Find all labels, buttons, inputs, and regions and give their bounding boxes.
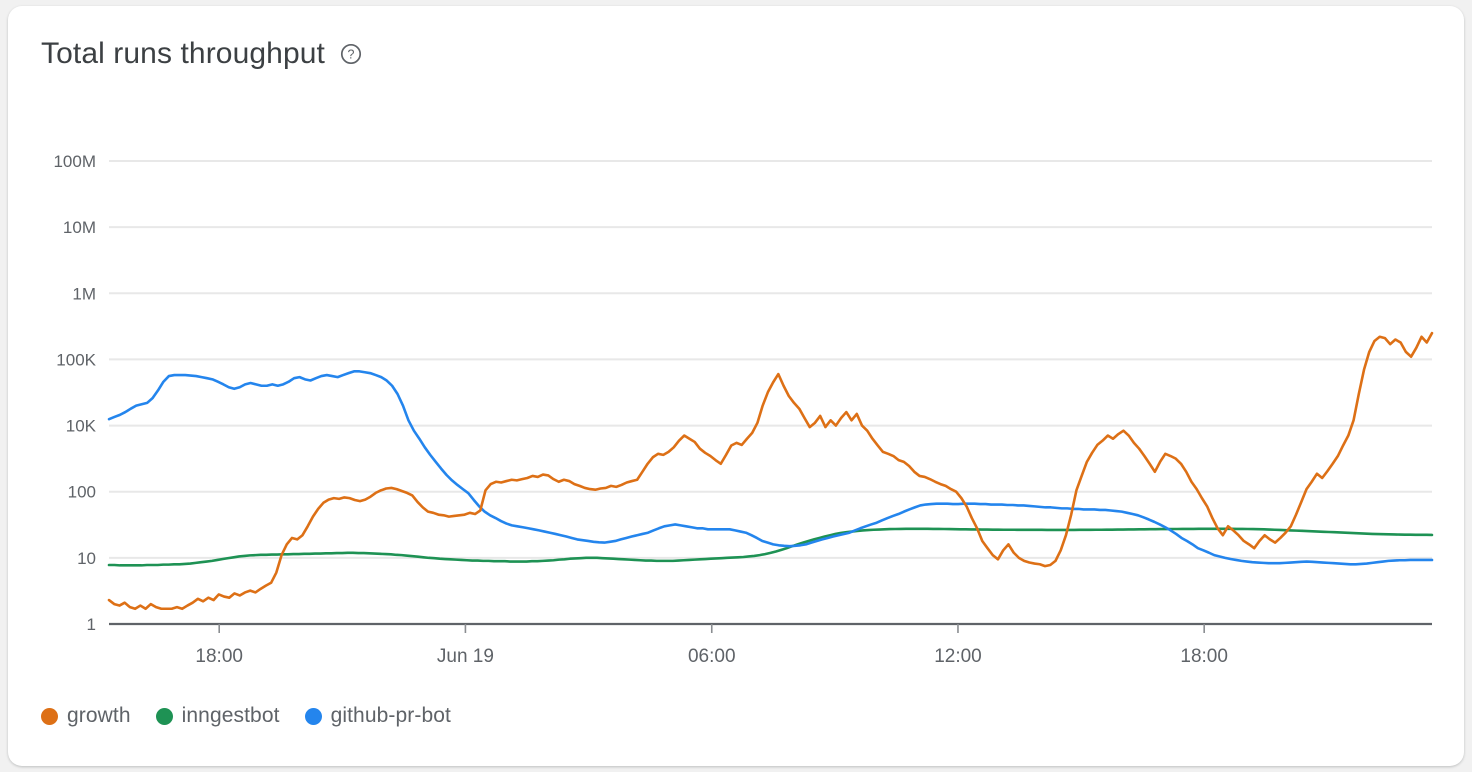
legend-item-github-pr-bot[interactable]: github-pr-bot (304, 704, 451, 728)
x-tick-label: 18:00 (1180, 646, 1228, 667)
series-line-inngestbot (107, 527, 1434, 567)
plot-area: 100M 10M 1M 100K 10K 100 10 1 18:00 Jun 19 06:00 1… (8, 6, 1464, 766)
legend-color-swatch (304, 707, 322, 725)
svg-text:?: ? (347, 47, 354, 61)
card-header: Total runs throughput ? (41, 36, 363, 72)
series-line-github-pr-bot (107, 370, 1434, 566)
y-tick-label: 100 (68, 483, 96, 502)
y-tick-label: 10 (77, 549, 96, 568)
chart-card: Total runs throughput ? 100M 10M 1M 100K 10K… (8, 6, 1464, 766)
x-tick-label: 06:00 (688, 646, 736, 667)
y-tick-label: 1M (72, 284, 96, 303)
x-tick-label: Jun 19 (437, 646, 494, 667)
y-tick-label: 100K (56, 350, 96, 369)
legend: growth inngestbot github-pr-bot (41, 704, 476, 728)
y-axis-labels: 100M 10M 1M 100K 10K 100 10 1 (53, 152, 96, 634)
page-title: Total runs throughput (41, 37, 325, 70)
legend-item-label: growth (67, 704, 131, 727)
y-tick-label: 1 (87, 615, 96, 634)
y-tick-label: 10K (66, 417, 97, 436)
series-line-growth (107, 331, 1434, 611)
x-tick-label: 12:00 (934, 646, 982, 667)
gridlines (109, 160, 1432, 559)
legend-color-swatch (41, 707, 58, 725)
x-axis (109, 622, 1432, 633)
series-group (107, 331, 1434, 611)
legend-item-label: github-pr-bot (330, 704, 451, 727)
y-tick-label: 100M (53, 152, 96, 171)
x-axis-labels: 18:00 Jun 19 06:00 12:00 18:00 (195, 646, 1228, 667)
y-tick-label: 10M (63, 218, 96, 237)
x-tick-label: 18:00 (195, 646, 243, 667)
legend-item-inngestbot[interactable]: inngestbot (155, 704, 280, 728)
legend-item-growth[interactable]: growth (41, 704, 131, 728)
help-circle-icon[interactable]: ? (339, 42, 363, 66)
legend-item-label: inngestbot (181, 704, 280, 727)
legend-color-swatch (155, 707, 173, 725)
